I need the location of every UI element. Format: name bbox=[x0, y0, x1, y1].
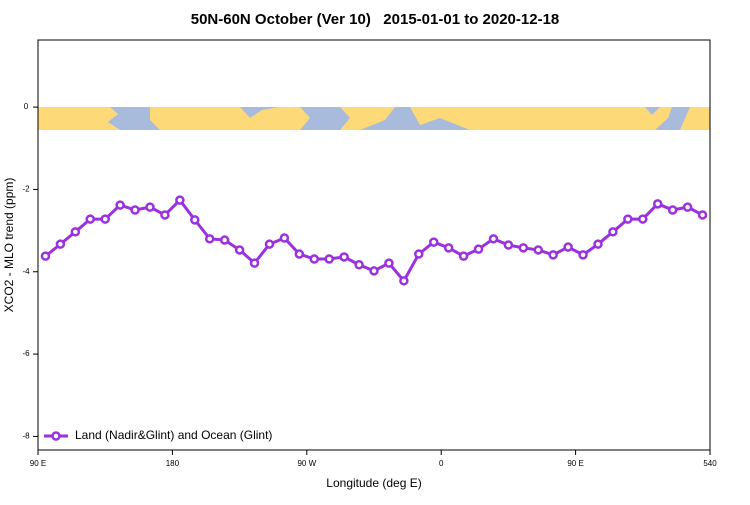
series-point bbox=[294, 249, 305, 259]
series-point bbox=[264, 239, 275, 249]
series-point bbox=[145, 202, 155, 212]
series-point bbox=[309, 254, 320, 264]
series-point bbox=[443, 243, 454, 253]
series-point bbox=[234, 245, 245, 255]
series-point bbox=[488, 234, 499, 244]
series-point bbox=[563, 242, 573, 252]
series-point bbox=[339, 252, 349, 262]
series-point bbox=[458, 251, 469, 261]
land bbox=[410, 107, 672, 130]
x-tick-label: 540 bbox=[703, 459, 717, 468]
series-point bbox=[249, 258, 260, 268]
series-point bbox=[414, 249, 424, 259]
series-point bbox=[428, 237, 439, 247]
series-point bbox=[160, 210, 170, 220]
series-point bbox=[55, 239, 66, 249]
series-point bbox=[100, 214, 110, 224]
series-point bbox=[190, 215, 200, 225]
x-axis-label: Longitude (deg E) bbox=[326, 476, 421, 490]
series-point bbox=[130, 205, 140, 215]
x-tick-label: 180 bbox=[166, 459, 180, 468]
series-point bbox=[324, 254, 334, 264]
y-tick-label: -4 bbox=[22, 267, 30, 276]
land bbox=[340, 107, 395, 130]
land bbox=[38, 107, 120, 130]
y-tick-label: -2 bbox=[22, 185, 30, 194]
plot-frame bbox=[37, 39, 711, 451]
y-tick-label: -6 bbox=[22, 349, 30, 358]
series-point bbox=[578, 250, 588, 260]
series-point bbox=[608, 227, 618, 237]
series-point bbox=[652, 199, 663, 209]
land bbox=[680, 107, 710, 130]
map-strip bbox=[38, 107, 710, 130]
series-point bbox=[354, 260, 364, 270]
series-point bbox=[399, 276, 409, 286]
series-point bbox=[204, 234, 215, 244]
chart-title: 50N-60N October (Ver 10) 2015-01-01 to 2… bbox=[191, 11, 560, 28]
series-point bbox=[593, 239, 603, 249]
x-tick-label: 90 E bbox=[30, 459, 46, 468]
series-point bbox=[175, 195, 185, 205]
y-tick-label: -8 bbox=[22, 432, 30, 441]
series-point bbox=[548, 250, 558, 260]
legend-marker bbox=[51, 431, 61, 441]
y-axis-label: XCO2 - MLO trend (ppm) bbox=[2, 178, 16, 313]
series-point bbox=[667, 205, 678, 215]
x-tick-label: 90 W bbox=[297, 459, 316, 468]
series-point bbox=[623, 214, 633, 224]
series-point bbox=[638, 214, 648, 224]
series-point bbox=[503, 240, 514, 250]
series-point bbox=[697, 210, 708, 220]
x-tick-label: 90 E bbox=[567, 459, 583, 468]
y-tick-label: 0 bbox=[24, 102, 29, 111]
series-point bbox=[384, 258, 394, 268]
x-tick-label: 0 bbox=[439, 459, 444, 468]
series-point bbox=[279, 233, 290, 243]
legend-label: Land (Nadir&Glint) and Ocean (Glint) bbox=[75, 428, 272, 442]
series-point bbox=[115, 200, 125, 210]
land bbox=[150, 107, 310, 130]
series-point bbox=[533, 245, 544, 255]
series-point bbox=[40, 251, 51, 261]
series-point bbox=[369, 266, 379, 276]
series-point bbox=[518, 243, 529, 253]
series-point bbox=[682, 202, 693, 212]
series-point bbox=[70, 227, 81, 237]
series-point bbox=[473, 244, 484, 254]
series-point bbox=[85, 214, 96, 224]
series-point bbox=[219, 235, 230, 245]
